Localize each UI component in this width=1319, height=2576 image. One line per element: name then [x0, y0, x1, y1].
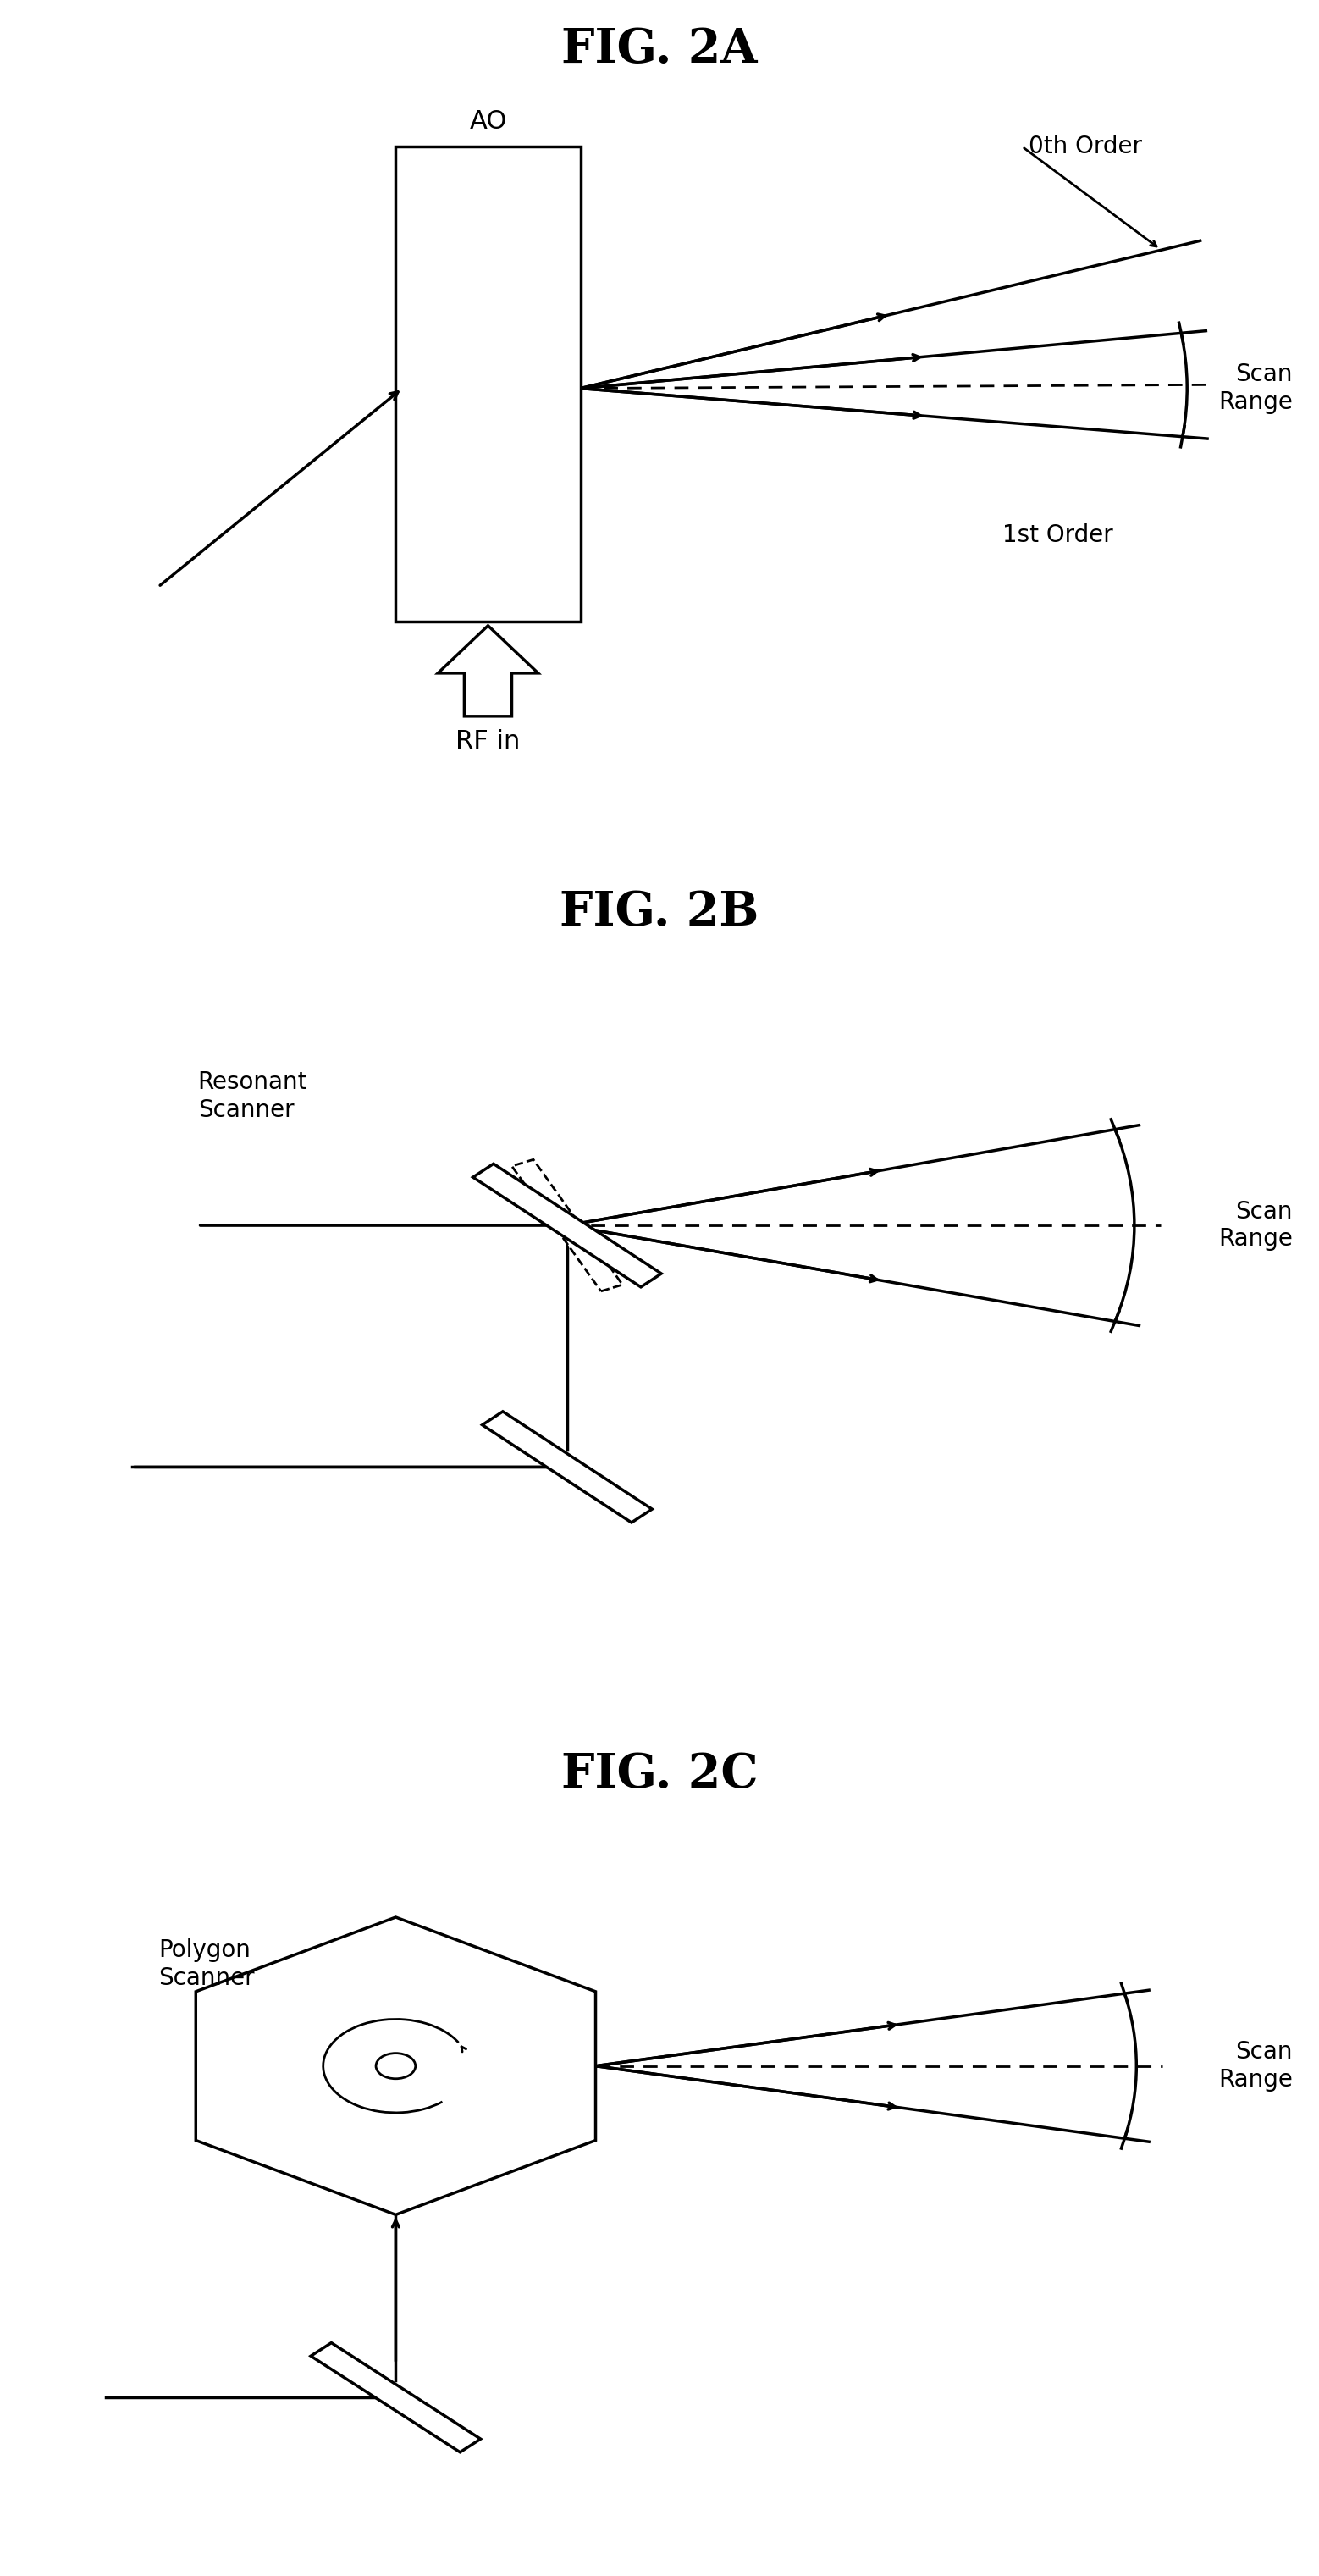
Text: FIG. 2B: FIG. 2B: [559, 889, 760, 935]
Polygon shape: [438, 626, 538, 716]
Bar: [396, 147, 580, 621]
Text: AO: AO: [470, 108, 506, 134]
Text: FIG. 2C: FIG. 2C: [561, 1752, 758, 1798]
Polygon shape: [474, 1164, 661, 1288]
Circle shape: [376, 2053, 415, 2079]
Text: Scan
Range: Scan Range: [1219, 363, 1293, 415]
Text: RF in: RF in: [455, 729, 521, 755]
Text: Scan
Range: Scan Range: [1219, 2040, 1293, 2092]
Polygon shape: [512, 1159, 623, 1291]
Polygon shape: [483, 1412, 652, 1522]
Text: 1st Order: 1st Order: [1002, 523, 1113, 546]
Text: Scan
Range: Scan Range: [1219, 1200, 1293, 1252]
Text: Resonant
Scanner: Resonant Scanner: [198, 1072, 307, 1123]
Polygon shape: [195, 1917, 596, 2215]
Polygon shape: [311, 2342, 480, 2452]
Text: FIG. 2A: FIG. 2A: [562, 26, 757, 72]
Text: 0th Order: 0th Order: [1029, 134, 1142, 160]
Text: Polygon
Scanner: Polygon Scanner: [158, 1937, 255, 1989]
